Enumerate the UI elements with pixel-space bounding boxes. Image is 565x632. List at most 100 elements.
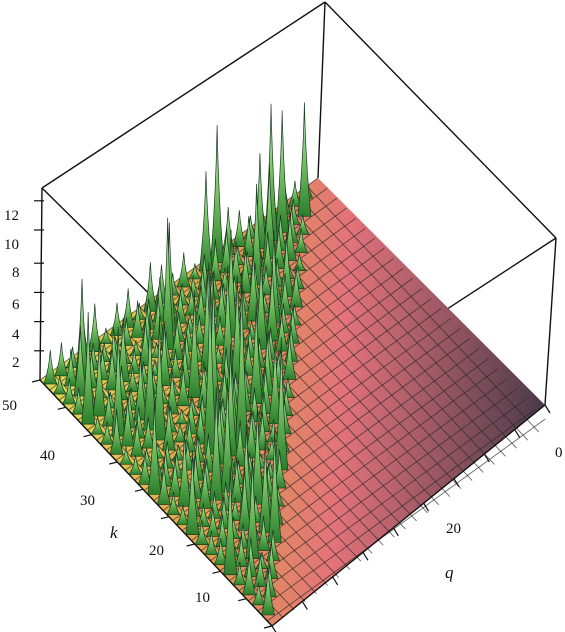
grid-line-k bbox=[238, 388, 518, 592]
surface-peak bbox=[187, 263, 203, 280]
surface-peak bbox=[187, 290, 202, 399]
surface-peak bbox=[267, 427, 282, 543]
surface-peak bbox=[261, 567, 276, 616]
box-edge bbox=[39, 379, 273, 627]
surface-peak bbox=[289, 266, 304, 308]
surface-peak bbox=[118, 446, 134, 465]
surface-peak bbox=[125, 365, 140, 393]
box-edge bbox=[544, 237, 557, 406]
grid-line-k bbox=[248, 398, 527, 602]
z-tick-10: 10 bbox=[4, 237, 19, 253]
q-axis-tick bbox=[514, 429, 521, 438]
surface-peak bbox=[152, 315, 167, 441]
surface-peak bbox=[177, 431, 192, 507]
surface-peak bbox=[196, 503, 211, 527]
surface-peak bbox=[249, 302, 264, 404]
surface-peak bbox=[131, 406, 146, 439]
k-axis-tick bbox=[186, 543, 195, 547]
surface-peak bbox=[111, 326, 126, 437]
surface-peak bbox=[209, 386, 224, 501]
surface-peak bbox=[234, 533, 249, 568]
surface-peak bbox=[194, 519, 209, 545]
surface-peak bbox=[295, 214, 310, 235]
surface-peak bbox=[62, 377, 77, 405]
surface-peak bbox=[246, 248, 261, 322]
surface-peak bbox=[109, 408, 124, 455]
box-edge bbox=[271, 404, 546, 627]
surface-peak bbox=[130, 418, 145, 457]
surface-peak bbox=[174, 283, 190, 306]
q-axis-tick bbox=[483, 453, 490, 463]
surface-peak bbox=[253, 553, 268, 588]
surface-peak bbox=[176, 365, 191, 407]
surface-peak bbox=[182, 418, 197, 453]
surface-peak bbox=[256, 515, 271, 551]
surface-peaks bbox=[43, 102, 314, 616]
q-axis-tick bbox=[392, 527, 399, 537]
surface-peak bbox=[220, 377, 235, 493]
box-edge bbox=[317, 1, 326, 179]
surface-peak bbox=[54, 342, 69, 377]
surface-peak bbox=[208, 238, 223, 282]
surface-peak bbox=[99, 421, 115, 445]
k-axis-tick bbox=[31, 379, 41, 383]
surface-peak bbox=[237, 465, 252, 531]
surface-peak bbox=[223, 466, 238, 576]
surface-peak bbox=[260, 332, 275, 396]
surface-peak bbox=[243, 537, 258, 578]
surface-peak bbox=[265, 263, 280, 342]
surface-peak bbox=[254, 254, 269, 350]
surface-peak bbox=[198, 461, 213, 509]
surface-peak bbox=[282, 333, 297, 380]
q-axis-label: q bbox=[445, 563, 454, 582]
surface-peak bbox=[199, 171, 213, 272]
surface-peak bbox=[92, 338, 107, 417]
k-tick-30: 30 bbox=[80, 493, 95, 509]
q-axis-tick bbox=[301, 601, 308, 610]
surface-peak bbox=[147, 400, 162, 495]
grid-line-k bbox=[267, 418, 546, 622]
surface-peak bbox=[232, 561, 247, 586]
surface-peak bbox=[251, 582, 266, 606]
q-axis-tick bbox=[453, 478, 460, 487]
surface-peak bbox=[97, 342, 112, 363]
surface-peak bbox=[190, 433, 205, 481]
surface-peak bbox=[184, 395, 199, 435]
grid-line-q bbox=[284, 201, 517, 449]
k-tick-50: 50 bbox=[2, 398, 17, 414]
surface-peak bbox=[63, 349, 78, 387]
surface-peak bbox=[292, 253, 307, 271]
surface-peak bbox=[166, 491, 181, 515]
k-axis-tick bbox=[109, 461, 118, 465]
surface-peak bbox=[258, 438, 273, 533]
surface-peak bbox=[234, 272, 249, 449]
surface-peak bbox=[242, 553, 257, 596]
surface-peak bbox=[161, 402, 176, 451]
q-axis-tick bbox=[423, 502, 430, 512]
k-tick-20: 20 bbox=[149, 543, 164, 559]
surface-peak bbox=[156, 462, 171, 505]
surface-peak bbox=[176, 252, 191, 288]
surface-peak bbox=[81, 311, 96, 425]
surface-peak bbox=[203, 276, 217, 455]
q-tick-20: 20 bbox=[446, 521, 461, 537]
box-edge bbox=[41, 1, 326, 189]
surface-peak bbox=[266, 529, 281, 561]
surface-peak bbox=[204, 530, 219, 556]
k-axis-tick bbox=[83, 434, 92, 438]
surface-peak bbox=[143, 262, 158, 312]
surface-peak bbox=[274, 337, 289, 471]
surface-peak bbox=[210, 125, 224, 264]
k-axis-tick bbox=[134, 488, 144, 492]
surface-peak bbox=[258, 365, 273, 414]
surface-peak bbox=[110, 302, 125, 336]
z-tick-2: 2 bbox=[12, 355, 20, 371]
surface-peak bbox=[90, 415, 105, 435]
q-axis-tick bbox=[544, 404, 551, 414]
q-axis-tick bbox=[362, 552, 369, 561]
surface-peak bbox=[185, 450, 200, 535]
surface-peak bbox=[170, 316, 185, 360]
surface-peak bbox=[278, 273, 292, 316]
surface-peak bbox=[98, 327, 114, 344]
